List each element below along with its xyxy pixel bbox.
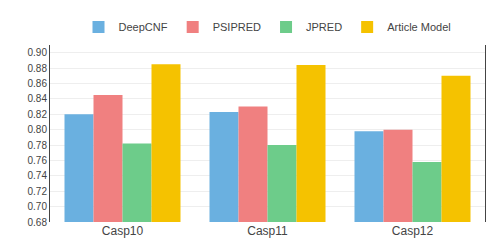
svg-text:0.74: 0.74 (28, 170, 48, 181)
svg-text:0.78: 0.78 (28, 140, 48, 151)
svg-text:0.86: 0.86 (28, 78, 48, 89)
svg-text:JPRED: JPRED (306, 21, 342, 33)
svg-text:Casp12: Casp12 (392, 224, 434, 238)
svg-text:0.80: 0.80 (28, 124, 48, 135)
svg-text:Casp11: Casp11 (247, 224, 288, 238)
svg-text:0.76: 0.76 (28, 155, 48, 166)
svg-text:0.68: 0.68 (28, 217, 48, 228)
svg-text:0.90: 0.90 (28, 47, 48, 58)
svg-text:Article Model: Article Model (387, 21, 451, 33)
svg-text:Casp10: Casp10 (102, 224, 144, 238)
svg-text:0.84: 0.84 (28, 93, 48, 104)
svg-text:DeepCNF: DeepCNF (119, 21, 168, 33)
svg-text:PSIPRED: PSIPRED (213, 21, 261, 33)
svg-text:0.88: 0.88 (28, 63, 48, 74)
svg-text:0.72: 0.72 (28, 186, 48, 197)
svg-text:0.70: 0.70 (28, 201, 48, 212)
svg-text:0.82: 0.82 (28, 109, 48, 120)
